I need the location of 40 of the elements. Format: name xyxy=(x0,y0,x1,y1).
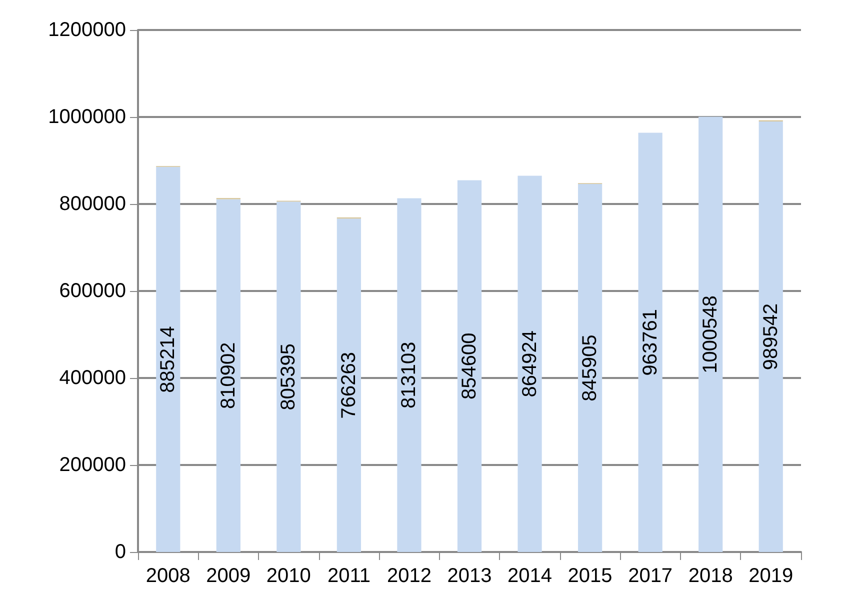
x-tick-label: 2013 xyxy=(447,565,492,587)
x-tick-label: 2009 xyxy=(206,565,251,587)
y-tick-label: 1000000 xyxy=(48,106,126,128)
bar xyxy=(698,116,723,552)
y-tick-label: 600000 xyxy=(59,280,126,302)
data-label: 810902 xyxy=(217,342,240,410)
y-tick-label: 200000 xyxy=(59,454,126,476)
x-tick-label: 2019 xyxy=(748,565,794,587)
x-tick-label: 2014 xyxy=(508,565,552,587)
data-label: 805395 xyxy=(278,343,300,410)
bar xyxy=(638,132,662,552)
data-label: 885214 xyxy=(157,326,180,393)
data-label: 845905 xyxy=(579,334,602,402)
bar xyxy=(457,180,482,552)
data-label: 989542 xyxy=(760,303,782,370)
x-tick-label: 2015 xyxy=(568,565,612,587)
bar xyxy=(156,166,180,552)
x-tick-label: 2017 xyxy=(628,565,673,587)
y-tick-label: 0 xyxy=(114,541,126,563)
x-tick-label: 2012 xyxy=(386,565,432,587)
bar xyxy=(758,122,783,552)
y-tick-label: 800000 xyxy=(59,193,126,215)
y-tick-label: 1200000 xyxy=(48,19,126,41)
data-label: 864924 xyxy=(518,330,541,398)
y-tick-label: 400000 xyxy=(59,367,126,389)
data-label: 766263 xyxy=(338,352,360,419)
bar xyxy=(518,176,542,552)
bar xyxy=(578,184,602,552)
x-tick-label: 2018 xyxy=(688,565,733,587)
bar xyxy=(397,198,422,552)
bar xyxy=(336,218,362,552)
data-label: 963761 xyxy=(639,309,662,376)
x-tick-label: 2010 xyxy=(266,565,311,587)
data-label: 1000548 xyxy=(700,295,722,374)
data-label: 813103 xyxy=(398,342,420,409)
data-label: 854600 xyxy=(458,332,480,400)
bar xyxy=(276,202,301,552)
x-tick-label: 2008 xyxy=(146,565,190,587)
bar xyxy=(216,199,240,552)
x-tick-label: 2011 xyxy=(327,565,370,587)
